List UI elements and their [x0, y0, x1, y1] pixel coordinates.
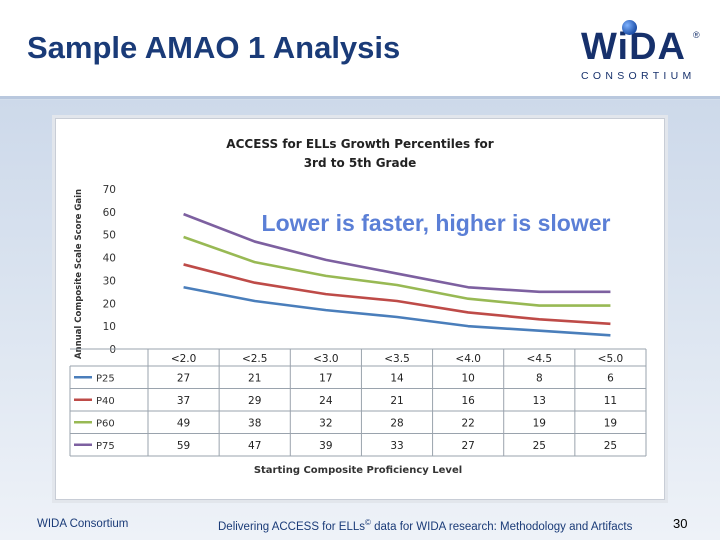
page-number: 30: [673, 516, 688, 531]
footer-organization: WIDA Consortium: [37, 518, 129, 530]
table-cell-value: 28: [390, 417, 403, 429]
header-divider: [0, 96, 720, 99]
table-cell-value: 25: [604, 440, 617, 452]
x-tick-label: <5.0: [598, 353, 624, 365]
table-cell-value: 38: [248, 417, 261, 429]
table-cell-value: 10: [461, 372, 474, 384]
table-cell-value: 6: [607, 372, 614, 384]
table-cell-value: 17: [319, 372, 332, 384]
registered-mark: ®: [693, 30, 700, 40]
table-cell-value: 21: [390, 395, 403, 407]
series-line-p75: [183, 212, 611, 294]
table-cell-value: 39: [319, 440, 332, 452]
table-cell-value: 19: [604, 417, 617, 429]
table-cell-value: 14: [390, 372, 404, 384]
chart-title-line2: 3rd to 5th Grade: [304, 156, 417, 170]
y-tick-label: 50: [103, 230, 116, 242]
wida-logo: WiDA ® CONSORTIUM: [578, 20, 703, 86]
table-cell-value: 11: [604, 395, 617, 407]
series-line-p40: [183, 263, 611, 326]
chart-title-line1: ACCESS for ELLs Growth Percentiles for: [226, 137, 493, 151]
x-tick-label: <4.0: [455, 353, 481, 365]
series-line-p25: [183, 286, 611, 337]
legend-label-p40: P40: [96, 396, 115, 407]
table-cell-value: 13: [533, 395, 546, 407]
chart-annotation: Lower is faster, higher is slower: [262, 210, 611, 236]
slide-title: Sample AMAO 1 Analysis: [27, 30, 401, 65]
y-tick-label: 60: [103, 207, 116, 219]
y-tick-label: 20: [103, 298, 116, 310]
table-cell-value: 32: [319, 417, 332, 429]
x-tick-label: <4.5: [527, 353, 553, 365]
table-cell-value: 49: [177, 417, 190, 429]
table-cell-value: 27: [461, 440, 474, 452]
table-cell-value: 29: [248, 395, 261, 407]
logo-subtitle: CONSORTIUM: [581, 70, 696, 82]
table-cell-value: 16: [461, 395, 475, 407]
table-cell-value: 22: [461, 417, 474, 429]
y-tick-label: 40: [103, 253, 116, 265]
y-tick-label: 0: [109, 344, 116, 356]
table-cell-value: 37: [177, 395, 190, 407]
footer-caption-pre: Delivering ACCESS for ELLs: [218, 520, 366, 533]
growth-chart: ACCESS for ELLs Growth Percentiles for 3r…: [69, 137, 647, 476]
y-tick-label: 70: [103, 184, 116, 196]
footer-caption-post: data for WIDA research: Methodology and …: [370, 520, 633, 533]
y-tick-label: 30: [103, 275, 116, 287]
table-cell-value: 19: [533, 417, 546, 429]
table-cell-value: 33: [390, 440, 403, 452]
globe-icon: [622, 20, 637, 35]
legend-label-p75: P75: [96, 441, 115, 452]
footer-caption-copyright: ©: [365, 518, 371, 527]
table-cell-value: 8: [536, 372, 543, 384]
x-tick-label: <2.5: [242, 353, 268, 365]
y-tick-label: 10: [103, 321, 116, 333]
table-cell-value: 47: [248, 440, 261, 452]
y-axis-label: Annual Composite Scale Score Gain: [74, 189, 84, 359]
x-tick-label: <3.5: [384, 353, 410, 365]
x-tick-label: <2.0: [171, 353, 197, 365]
footer-caption: Delivering ACCESS for ELLs© data for WID…: [218, 518, 632, 533]
legend-label-p25: P25: [96, 373, 115, 384]
table-cell-value: 59: [177, 440, 190, 452]
table-cell-value: 25: [533, 440, 546, 452]
table-cell-value: 21: [248, 372, 261, 384]
series-line-p60: [183, 235, 611, 307]
x-axis-label: Starting Composite Proficiency Level: [254, 465, 462, 476]
x-tick-label: <3.0: [313, 353, 339, 365]
table-cell-value: 24: [319, 395, 333, 407]
legend-label-p60: P60: [96, 418, 115, 429]
table-cell-value: 27: [177, 372, 190, 384]
chart-frame: ACCESS for ELLs Growth Percentiles for 3r…: [55, 118, 665, 500]
